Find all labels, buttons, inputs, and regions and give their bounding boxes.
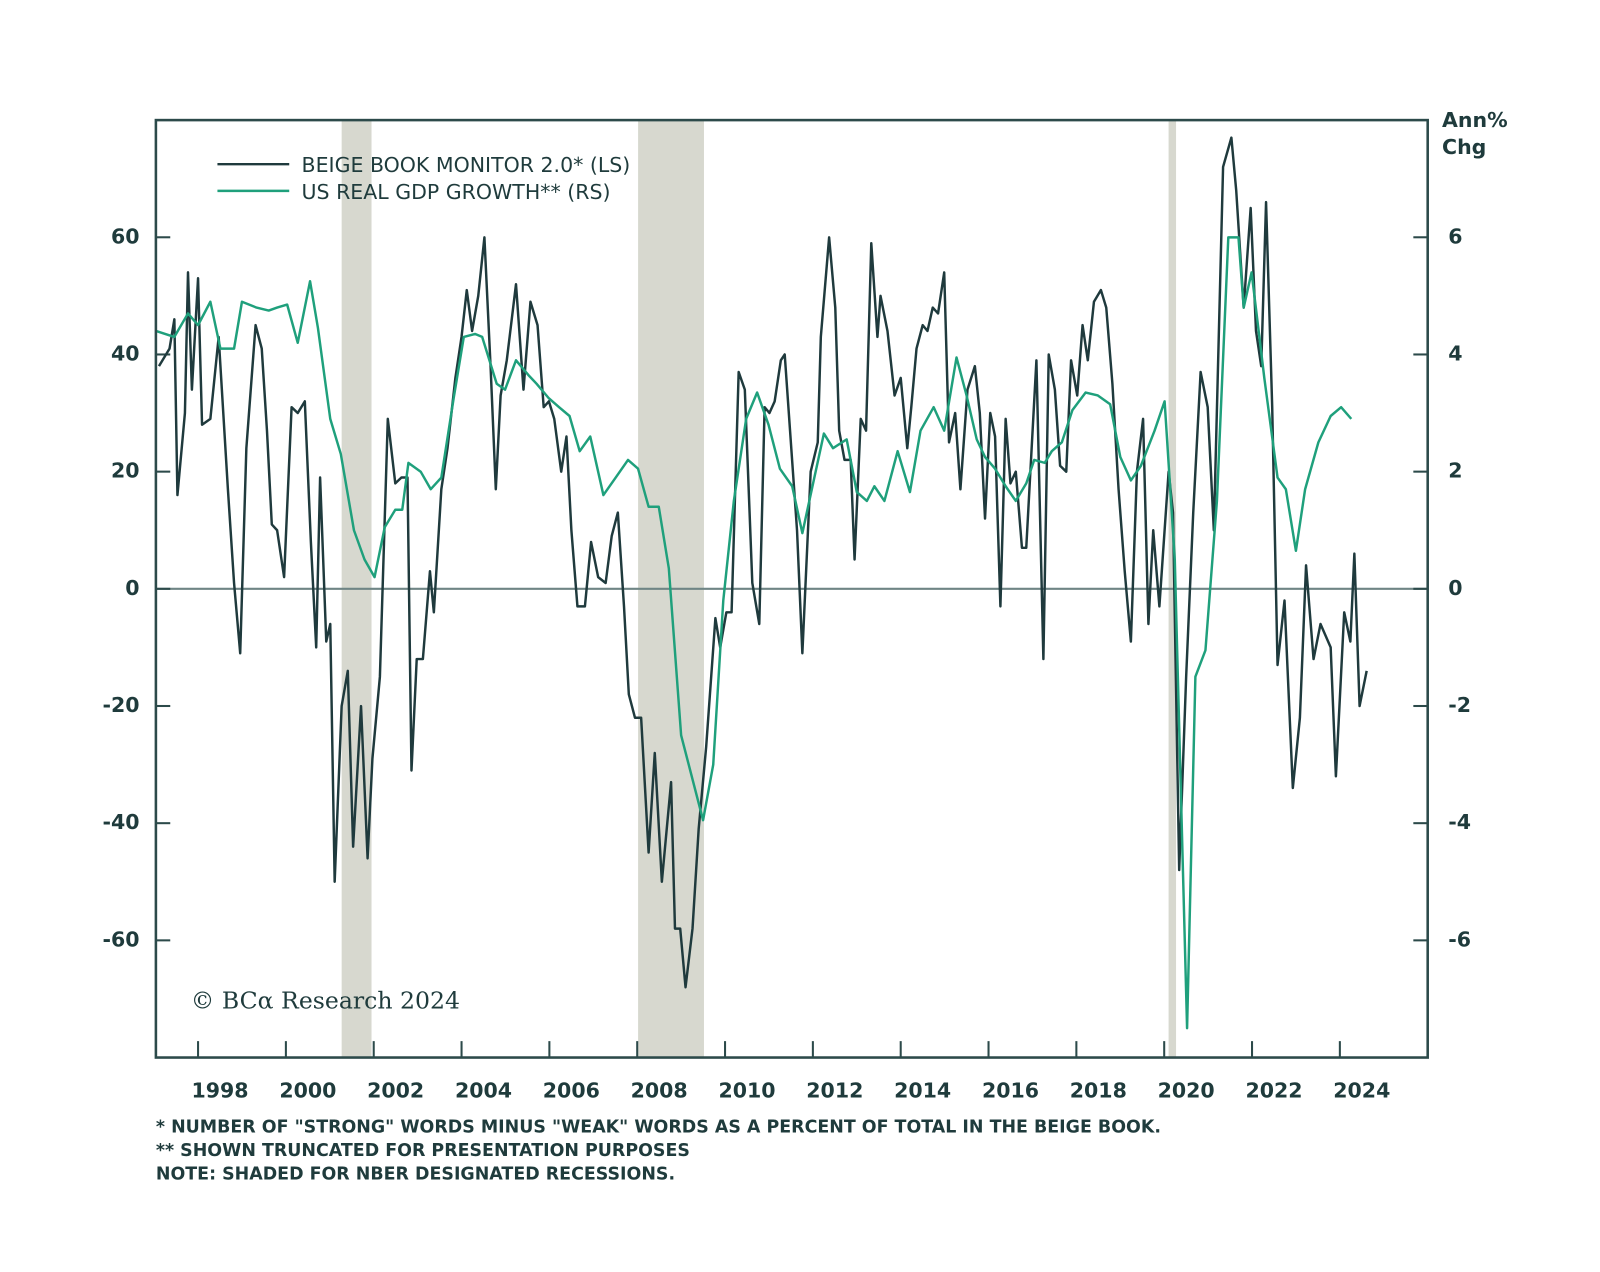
series-line — [155, 236, 1353, 1030]
y-tick-label: 40 — [111, 341, 140, 365]
legend-label: US REAL GDP GROWTH** (RS) — [302, 180, 611, 204]
y-tick-label: -20 — [102, 693, 139, 717]
y2-tick-label: -6 — [1448, 927, 1471, 951]
y2-tick-label: -4 — [1448, 810, 1471, 834]
y-tick-label: 60 — [111, 224, 140, 248]
y-tick-label: -40 — [102, 810, 139, 834]
x-tick-label: 2010 — [718, 1078, 775, 1102]
legend-label: BEIGE BOOK MONITOR 2.0* (LS) — [302, 153, 631, 177]
x-tick-label: 2008 — [631, 1078, 688, 1102]
y2-tick-label: -2 — [1448, 693, 1471, 717]
series-line — [157, 136, 1368, 989]
x-tick-label: 1998 — [191, 1078, 248, 1102]
x-tick-label: 2022 — [1245, 1078, 1302, 1102]
x-tick-label: 2000 — [279, 1078, 336, 1102]
y-tick-label: 0 — [125, 576, 139, 600]
x-tick-label: 2002 — [367, 1078, 424, 1102]
x-tick-label: 2016 — [982, 1078, 1039, 1102]
plot-frame — [154, 118, 1429, 1059]
x-tick-label: 2012 — [806, 1078, 863, 1102]
y2-axis-label: Chg — [1442, 135, 1486, 159]
x-tick-label: 2006 — [543, 1078, 600, 1102]
footnote: ** SHOWN TRUNCATED FOR PRESENTATION PURP… — [156, 1141, 690, 1161]
footnote: * NUMBER OF "STRONG" WORDS MINUS "WEAK" … — [156, 1117, 1161, 1137]
y-tick-label: -60 — [102, 927, 139, 951]
footnote: NOTE: SHADED FOR NBER DESIGNATED RECESSI… — [156, 1164, 675, 1184]
y2-tick-label: 4 — [1448, 341, 1462, 365]
x-tick-label: 2004 — [455, 1078, 512, 1102]
x-tick-label: 2014 — [894, 1078, 951, 1102]
y2-tick-label: 2 — [1448, 459, 1462, 483]
y2-tick-label: 6 — [1448, 224, 1462, 248]
x-tick-label: 2018 — [1070, 1078, 1127, 1102]
y2-axis-label: Ann% — [1442, 108, 1508, 132]
y-tick-label: 20 — [111, 459, 140, 483]
y2-tick-label: 0 — [1448, 576, 1462, 600]
source: © BCα Research 2024 — [191, 987, 460, 1015]
x-tick-label: 2024 — [1333, 1078, 1390, 1102]
x-tick-label: 2020 — [1158, 1078, 1215, 1102]
